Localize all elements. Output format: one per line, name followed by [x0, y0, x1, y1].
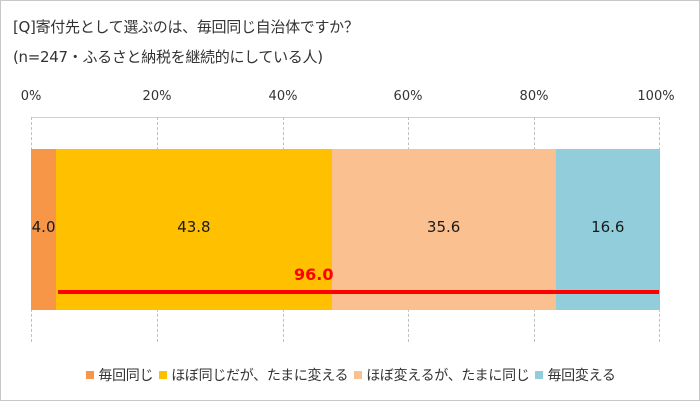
legend-item: ほぼ変えるが、たまに同じ — [354, 365, 530, 385]
legend-swatch-icon — [86, 371, 95, 379]
legend-label: ほぼ変えるが、たまに同じ — [366, 368, 530, 384]
x-tick-label: 80% — [519, 89, 549, 104]
bar-segment-mai-kai-kaeru: 16.6 — [555, 149, 660, 310]
plot-top-border — [31, 117, 660, 118]
x-tick-label: 60% — [393, 89, 423, 104]
x-tick-label: 20% — [142, 89, 172, 104]
data-label: 43.8 — [177, 217, 211, 236]
data-label: 35.6 — [426, 217, 461, 236]
legend-item: 毎回変える — [535, 365, 616, 385]
x-tick-label: 40% — [268, 89, 298, 104]
legend-label: 毎回変える — [547, 368, 616, 384]
total-annotation-label: 96.0 — [294, 265, 334, 284]
stacked-bar: 4.0 43.8 35.6 16.6 — [31, 149, 660, 310]
data-label: 16.6 — [591, 217, 625, 236]
legend-swatch-icon — [159, 371, 168, 379]
legend-swatch-icon — [535, 371, 544, 379]
legend: 毎回同じ ほぼ同じだが、たまに変える ほぼ変えるが、たまに同じ 毎回変える — [1, 365, 700, 385]
chart-subtitle: (n=247・ふるさと納税を継続的にしている人) — [13, 48, 323, 66]
total-annotation-line — [58, 290, 659, 294]
x-tick-label: 100% — [637, 89, 675, 104]
bar-segment-hobo-kaeru: 35.6 — [331, 149, 556, 310]
data-label: 4.0 — [31, 217, 56, 236]
bar-segment-hobo-onaji: 43.8 — [56, 149, 332, 310]
legend-label: ほぼ同じだが、たまに変える — [171, 368, 349, 384]
x-tick-label: 0% — [20, 89, 42, 104]
legend-item: ほぼ同じだが、たまに変える — [159, 365, 349, 385]
legend-label: 毎回同じ — [98, 368, 154, 384]
legend-item: 毎回同じ — [86, 365, 154, 385]
plot-area: 4.0 43.8 35.6 16.6 96.0 — [31, 117, 660, 342]
legend-swatch-icon — [354, 371, 363, 379]
bar-segment-mai-kai-onaji: 4.0 — [31, 149, 57, 310]
chart-title: [Q]寄付先として選ぶのは、毎回同じ自治体ですか？ — [13, 18, 359, 36]
